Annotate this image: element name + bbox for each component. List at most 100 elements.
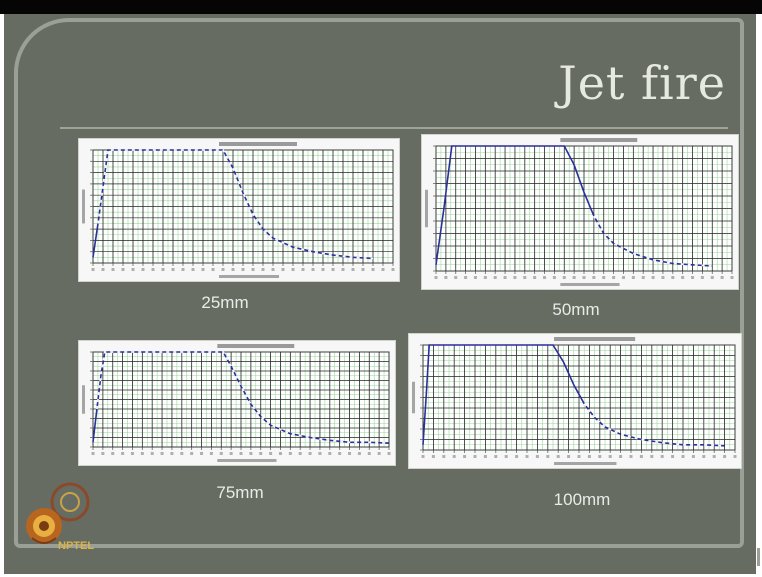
slide-title: Jet fire <box>558 56 726 110</box>
x-tick-label-blur <box>523 276 527 279</box>
x-tick-label-blur <box>723 455 727 458</box>
x-tick-label-blur <box>91 452 95 455</box>
x-tick-label-blur <box>730 276 734 279</box>
y-axis-label-blur <box>412 381 415 414</box>
x-tick-label-blur <box>641 276 645 279</box>
slide-border <box>14 18 744 548</box>
x-tick-label-blur <box>572 276 576 279</box>
x-tick-label-blur <box>612 276 616 279</box>
x-tick-label-blur <box>387 452 391 455</box>
series-line <box>92 351 390 444</box>
x-tick-label-blur <box>691 276 695 279</box>
x-tick-label-blur <box>209 452 213 455</box>
x-tick-label-blur <box>171 268 175 271</box>
x-tick-label-blur <box>513 276 517 279</box>
x-tick-label-blur <box>381 268 385 271</box>
x-axis-label-blur <box>217 459 277 462</box>
x-tick-label-blur <box>221 268 225 271</box>
x-tick-label-blur <box>681 455 685 458</box>
x-tick-label-blur <box>463 455 467 458</box>
series-dash-gaps <box>96 351 390 445</box>
x-tick-label-blur <box>308 452 312 455</box>
x-axis-label-blur <box>219 275 279 278</box>
x-tick-label-blur <box>131 268 135 271</box>
chart-panel-75mm <box>78 340 396 466</box>
x-tick-label-blur <box>328 452 332 455</box>
x-tick-label-blur <box>331 268 335 271</box>
x-tick-label-blur <box>160 452 164 455</box>
x-tick-label-blur <box>239 452 243 455</box>
x-tick-label-blur <box>619 455 623 458</box>
x-tick-label-blur <box>229 452 233 455</box>
x-tick-label-blur <box>367 452 371 455</box>
x-tick-label-blur <box>219 452 223 455</box>
x-tick-label-blur <box>170 452 174 455</box>
x-tick-label-blur <box>452 455 456 458</box>
x-tick-label-blur <box>288 452 292 455</box>
x-tick-label-blur <box>201 268 205 271</box>
x-tick-label-blur <box>629 455 633 458</box>
x-tick-label-blur <box>121 452 125 455</box>
side-tick <box>757 548 760 566</box>
title-underline <box>60 127 728 129</box>
x-tick-label-blur <box>261 268 265 271</box>
x-tick-label-blur <box>533 276 537 279</box>
x-tick-label-blur <box>431 455 435 458</box>
x-tick-label-blur <box>515 455 519 458</box>
x-tick-label-blur <box>671 276 675 279</box>
x-tick-label-blur <box>271 268 275 271</box>
x-tick-label-blur <box>582 276 586 279</box>
x-tick-label-blur <box>651 276 655 279</box>
x-tick-label-blur <box>483 455 487 458</box>
x-tick-label-blur <box>180 452 184 455</box>
x-tick-label-blur <box>141 268 145 271</box>
x-tick-label-blur <box>577 455 581 458</box>
x-tick-label-blur <box>710 276 714 279</box>
x-tick-label-blur <box>278 452 282 455</box>
chart-100mm <box>412 337 737 465</box>
x-tick-label-blur <box>602 276 606 279</box>
x-tick-label-blur <box>151 268 155 271</box>
y-axis-label-blur <box>82 189 85 224</box>
series-dash-gaps <box>583 403 725 447</box>
x-tick-label-blur <box>338 452 342 455</box>
x-tick-label-blur <box>639 455 643 458</box>
x-tick-label-blur <box>720 276 724 279</box>
chart-title-blur <box>217 344 295 348</box>
x-tick-label-blur <box>318 452 322 455</box>
nptel-logo-text: NPTEL <box>58 540 95 552</box>
x-tick-label-blur <box>494 455 498 458</box>
x-tick-label-blur <box>101 268 105 271</box>
x-tick-label-blur <box>660 455 664 458</box>
series-dash-gaps <box>97 149 374 260</box>
x-tick-label-blur <box>562 276 566 279</box>
x-tick-label-blur <box>552 276 556 279</box>
y-axis-label-blur <box>425 189 428 228</box>
x-tick-label-blur <box>200 452 204 455</box>
x-tick-label-blur <box>301 268 305 271</box>
x-tick-label-blur <box>321 268 325 271</box>
x-tick-label-blur <box>348 452 352 455</box>
x-tick-label-blur <box>504 455 508 458</box>
chart-25mm <box>82 142 395 278</box>
x-tick-label-blur <box>592 276 596 279</box>
x-tick-label-blur <box>161 268 165 271</box>
x-tick-label-blur <box>503 276 507 279</box>
x-tick-label-blur <box>111 268 115 271</box>
caption-50mm: 50mm <box>552 300 600 319</box>
x-tick-label-blur <box>434 276 438 279</box>
series-dash-gaps <box>593 215 713 267</box>
chart-title-blur <box>560 138 638 142</box>
series-line <box>422 344 725 447</box>
top-black-bar <box>0 0 762 14</box>
x-tick-label-blur <box>259 452 263 455</box>
x-tick-label-blur <box>371 268 375 271</box>
chart-panel-100mm <box>408 333 742 469</box>
x-tick-label-blur <box>191 268 195 271</box>
x-tick-label-blur <box>298 452 302 455</box>
x-tick-label-blur <box>377 452 381 455</box>
chart-title-blur <box>219 142 297 146</box>
x-tick-label-blur <box>546 455 550 458</box>
chart-panel-25mm <box>78 138 400 282</box>
chart-panel-50mm <box>421 134 739 290</box>
